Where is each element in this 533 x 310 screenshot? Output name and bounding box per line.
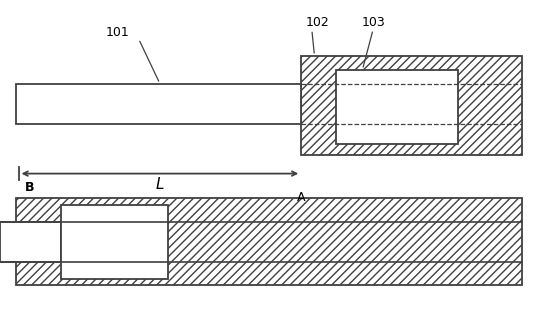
Text: 101: 101 (106, 26, 129, 39)
Bar (0, 222, 61, 262)
Text: L: L (156, 177, 164, 192)
Bar (16, 198, 522, 285)
Text: A: A (297, 191, 305, 204)
Bar (16, 84, 301, 124)
Text: B: B (25, 181, 34, 194)
Text: 102: 102 (305, 16, 329, 29)
Bar (61, 205, 168, 279)
Bar (336, 70, 458, 144)
Text: 103: 103 (361, 16, 385, 29)
Bar (301, 56, 522, 155)
